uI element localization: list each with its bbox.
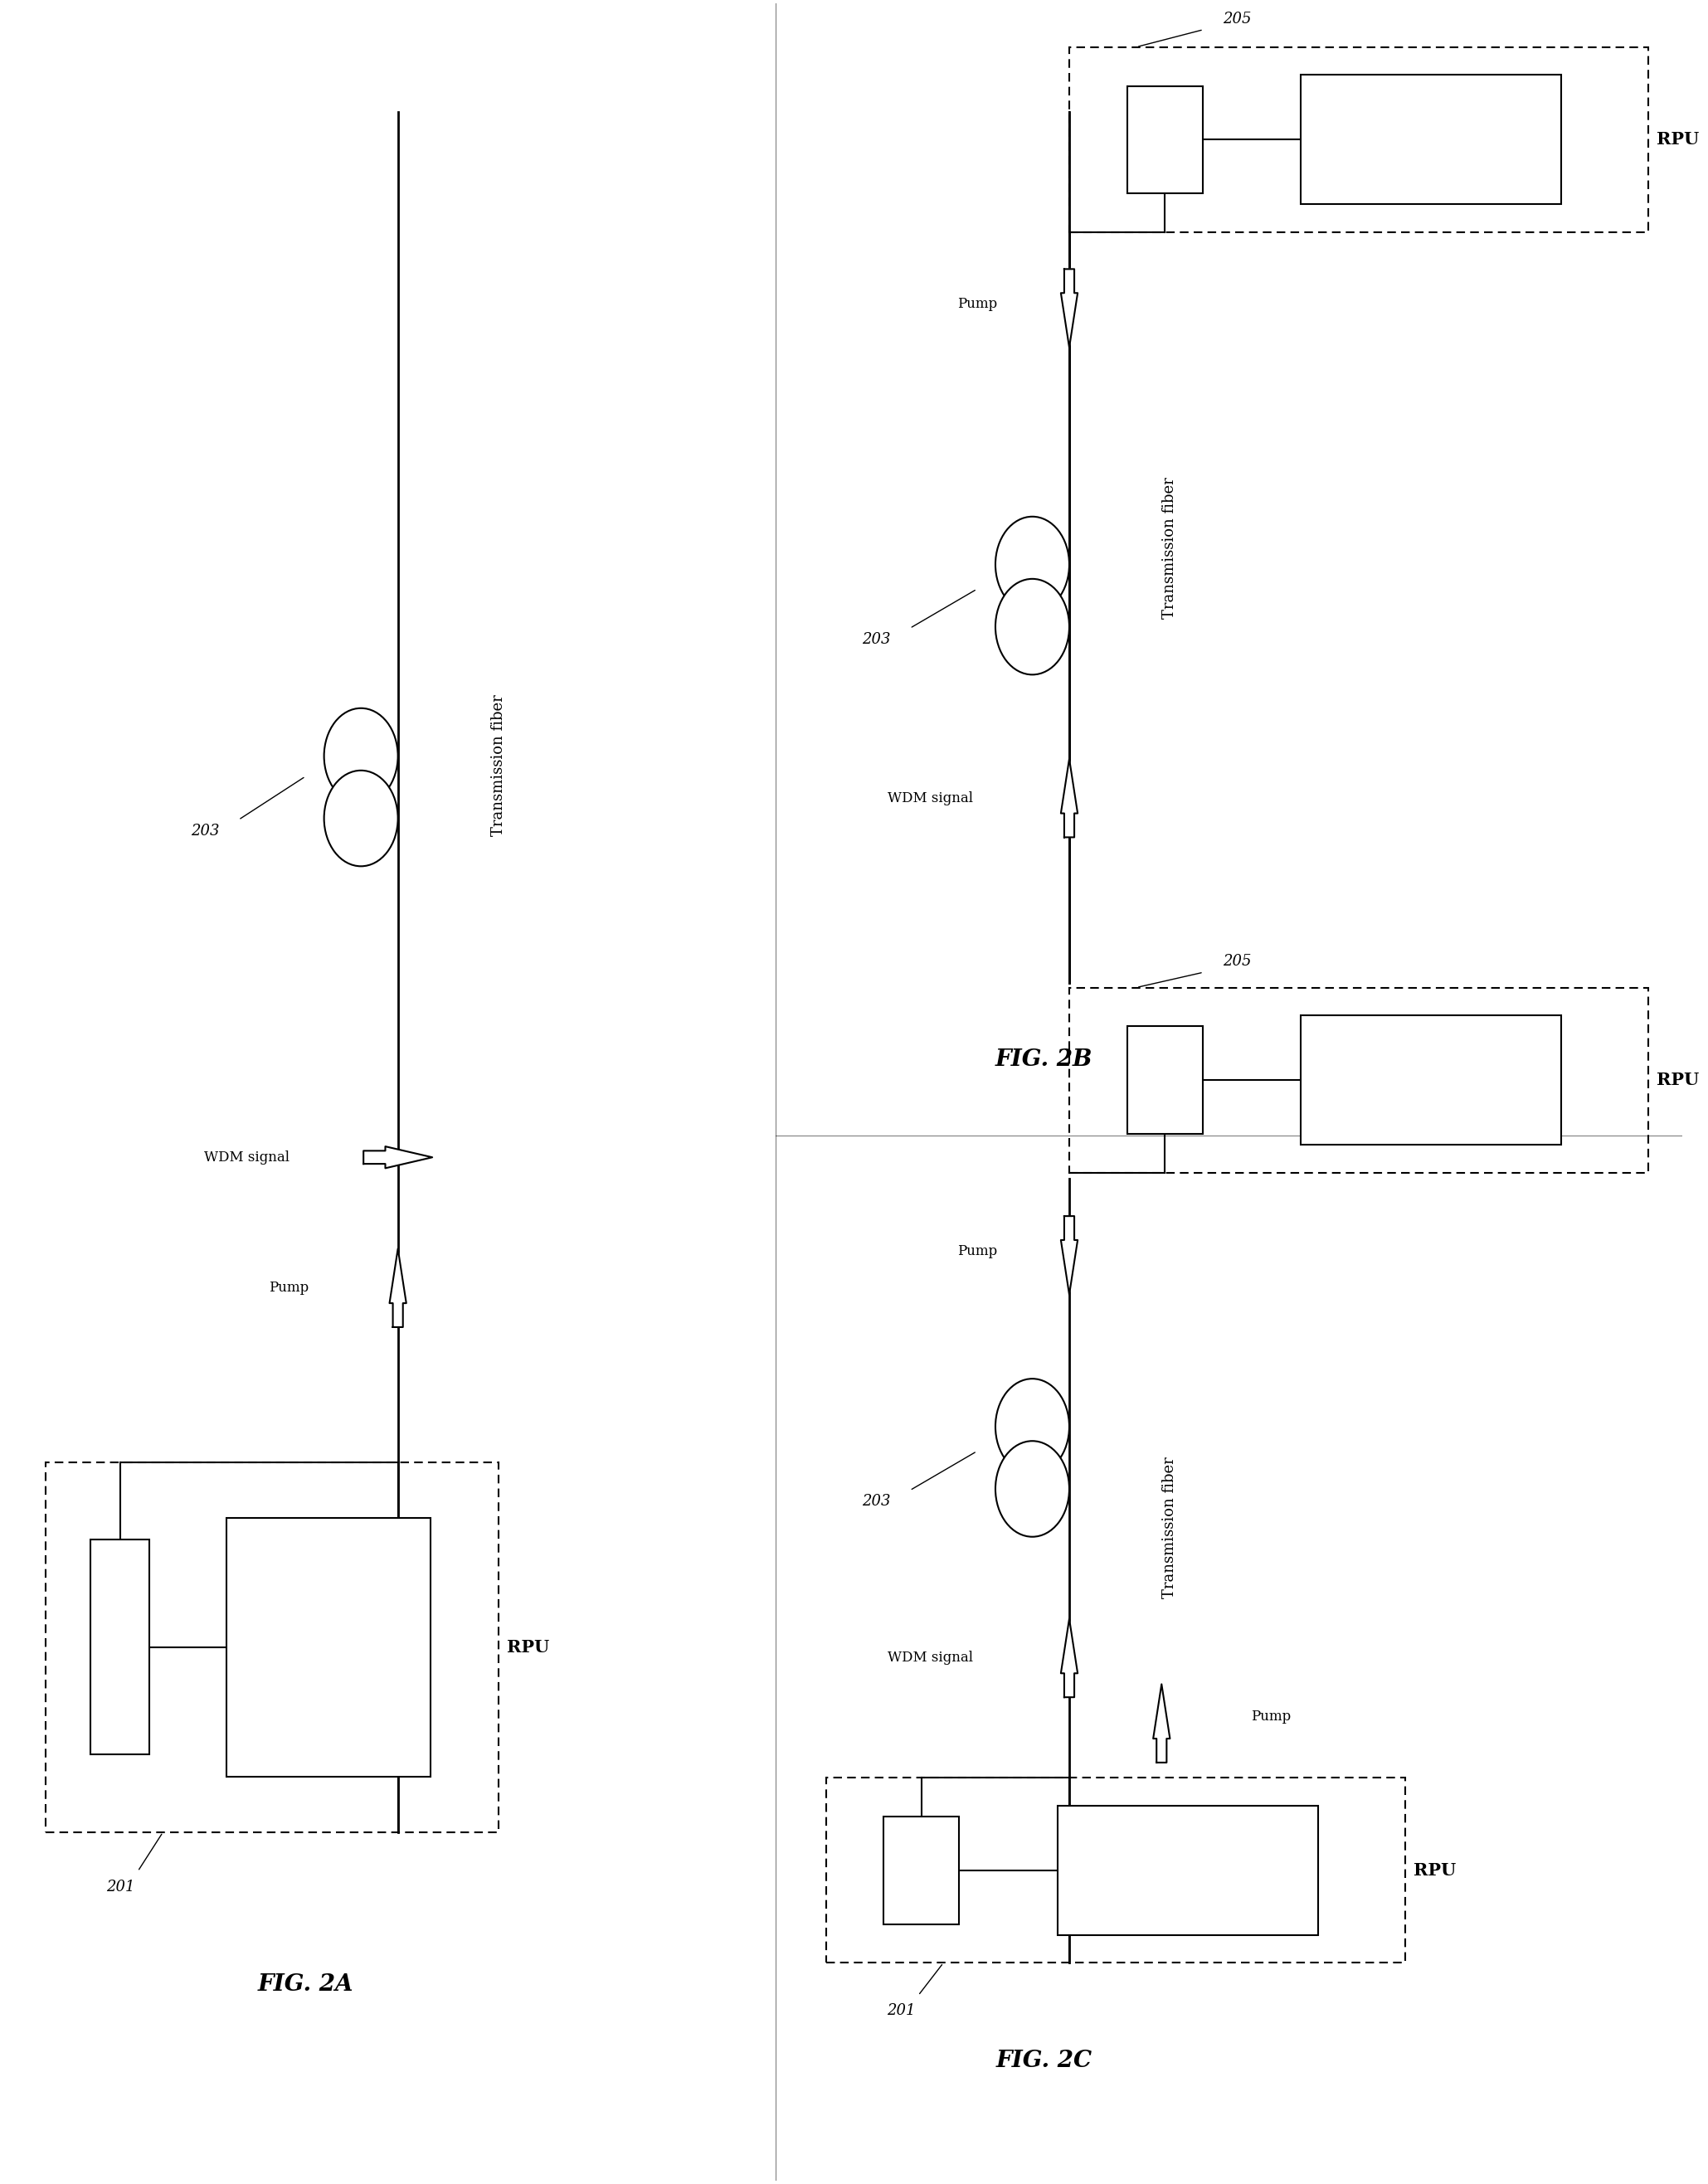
Text: Pump: Pump	[268, 1280, 309, 1295]
Bar	[1127, 85, 1202, 192]
Text: Pump: Pump	[956, 297, 997, 310]
Bar	[1301, 74, 1561, 205]
Text: 201: 201	[886, 2003, 915, 2018]
Circle shape	[996, 1378, 1069, 1474]
Text: FIG. 2B: FIG. 2B	[996, 1048, 1093, 1070]
Text: Pump: Pump	[1250, 1710, 1291, 1723]
Text: 203: 203	[863, 631, 890, 646]
Circle shape	[996, 1441, 1069, 1538]
Bar	[1127, 1026, 1202, 1133]
Circle shape	[325, 708, 398, 804]
Text: WDM signal: WDM signal	[886, 1651, 972, 1664]
Polygon shape	[1061, 758, 1078, 836]
Text: Transmission fiber: Transmission fiber	[1163, 476, 1177, 618]
Text: RPU: RPU	[507, 1638, 550, 1655]
Polygon shape	[1153, 1684, 1170, 1762]
Bar	[883, 1817, 960, 1924]
Polygon shape	[1061, 1216, 1078, 1295]
Text: 203: 203	[191, 823, 219, 839]
Text: 201: 201	[106, 1878, 135, 1894]
Text: 205: 205	[1223, 11, 1252, 26]
Circle shape	[325, 771, 398, 867]
Text: Transmission fiber: Transmission fiber	[492, 695, 506, 836]
Text: WDM signal: WDM signal	[205, 1151, 290, 1164]
Bar	[1057, 1806, 1319, 1935]
Text: Pump: Pump	[956, 1245, 997, 1258]
Text: FIG. 2C: FIG. 2C	[996, 2049, 1091, 2073]
Bar	[1301, 1016, 1561, 1144]
Text: Transmission fiber: Transmission fiber	[1163, 1457, 1177, 1599]
Text: RPU: RPU	[1413, 1863, 1455, 1878]
Text: FIG. 2A: FIG. 2A	[258, 1974, 354, 1996]
Bar	[91, 1540, 150, 1754]
Text: 205: 205	[1223, 954, 1252, 970]
Text: 203: 203	[863, 1494, 890, 1509]
Polygon shape	[389, 1249, 407, 1328]
Polygon shape	[1061, 1618, 1078, 1697]
Text: RPU: RPU	[1657, 131, 1699, 149]
Circle shape	[996, 579, 1069, 675]
Bar	[227, 1518, 430, 1778]
Polygon shape	[364, 1147, 432, 1168]
Circle shape	[996, 518, 1069, 612]
Text: WDM signal: WDM signal	[886, 791, 972, 806]
Text: RPU: RPU	[1657, 1072, 1699, 1088]
Polygon shape	[1061, 269, 1078, 347]
